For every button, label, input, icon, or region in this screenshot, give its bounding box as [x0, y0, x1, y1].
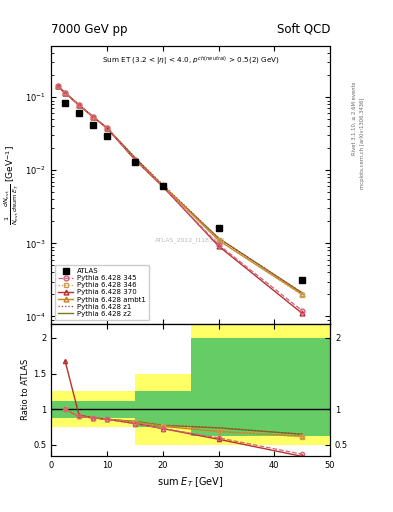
- Text: ATLAS_2012_I1183818: ATLAS_2012_I1183818: [155, 238, 226, 243]
- Text: mcplots.cern.ch [arXiv:1306.3436]: mcplots.cern.ch [arXiv:1306.3436]: [360, 98, 365, 189]
- Y-axis label: Ratio to ATLAS: Ratio to ATLAS: [21, 359, 30, 420]
- Y-axis label: $\frac{1}{N_\mathrm{evt}}\frac{dN_\mathrm{evt}}{d\mathrm{sum}\ E_T}\ [\mathrm{Ge: $\frac{1}{N_\mathrm{evt}}\frac{dN_\mathr…: [2, 145, 21, 225]
- Text: Sum ET (3.2 < $|\eta|$ < 4.0, $p^{ch(neutral)}$ > 0.5(2) GeV): Sum ET (3.2 < $|\eta|$ < 4.0, $p^{ch(neu…: [101, 54, 280, 68]
- X-axis label: sum $E_T$ [GeV]: sum $E_T$ [GeV]: [157, 475, 224, 489]
- Text: Rivet 3.1.10, ≥ 2.6M events: Rivet 3.1.10, ≥ 2.6M events: [352, 81, 357, 155]
- Legend: ATLAS, Pythia 6.428 345, Pythia 6.428 346, Pythia 6.428 370, Pythia 6.428 ambt1,: ATLAS, Pythia 6.428 345, Pythia 6.428 34…: [55, 265, 149, 320]
- Text: 7000 GeV pp: 7000 GeV pp: [51, 23, 128, 36]
- Text: Soft QCD: Soft QCD: [277, 23, 330, 36]
